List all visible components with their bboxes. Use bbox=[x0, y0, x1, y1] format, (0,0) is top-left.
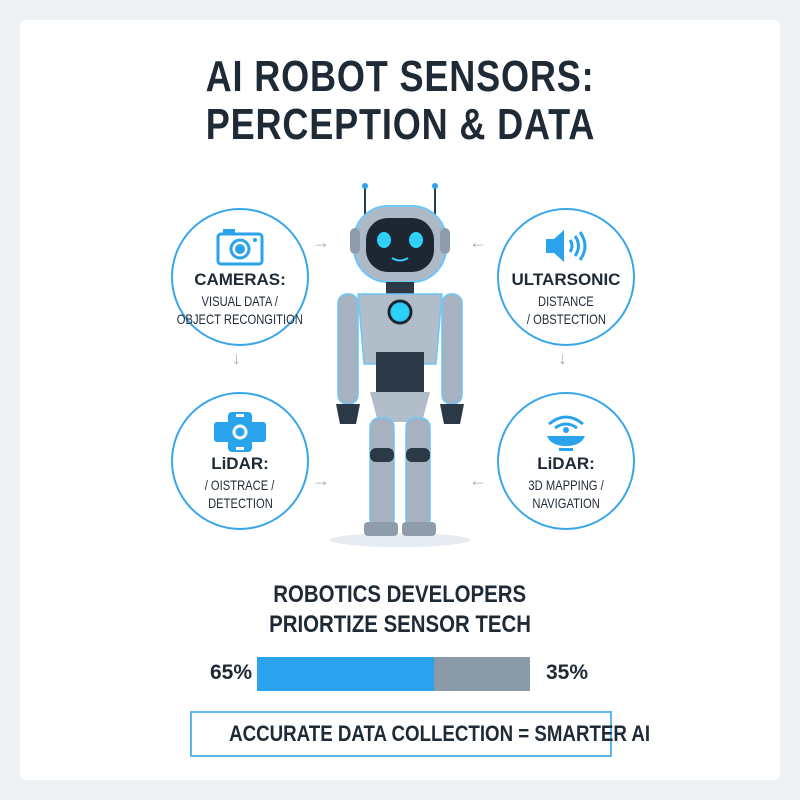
title-line-2: PERCEPTION & DATA bbox=[205, 100, 595, 149]
right-percentage: 35% bbox=[546, 661, 589, 684]
left-percentage: 65% bbox=[210, 661, 253, 684]
arrow-right-icon: → bbox=[312, 232, 330, 252]
title-line-1: AI ROBOT SENSORS: bbox=[205, 52, 595, 101]
lidar-module-icon bbox=[173, 410, 307, 452]
camera-icon bbox=[173, 226, 307, 266]
sensor-ultrasonic: ULTARSONIC DISTANCE / OBSTECTION bbox=[497, 208, 635, 346]
sensor-lidar-mapping: LiDAR: 3D MAPPING / NAVIGATION bbox=[497, 392, 635, 530]
sensor-desc: / OISTRACE / DETECTION bbox=[205, 477, 275, 511]
speaker-icon bbox=[499, 226, 633, 266]
sensor-heading: CAMERAS: bbox=[194, 270, 286, 289]
radar-sensor-icon bbox=[499, 410, 633, 451]
arrow-down-icon: ↓ bbox=[558, 348, 567, 368]
arrow-left-icon: ← bbox=[469, 470, 487, 490]
sensor-heading: LiDAR: bbox=[211, 454, 269, 473]
sensor-cameras: CAMERAS: VISUAL DATA / OBJECT RECONGITION bbox=[171, 208, 309, 346]
sensor-heading: LiDAR: bbox=[537, 454, 595, 473]
stat-title-line-1: ROBOTICS DEVELOPERS bbox=[273, 581, 527, 608]
sensor-desc: DISTANCE / OBSTECTION bbox=[526, 293, 606, 327]
arrow-right-icon: → bbox=[312, 470, 330, 490]
arrow-left-icon: ← bbox=[469, 232, 487, 252]
split-bar bbox=[257, 657, 530, 691]
sensor-desc: 3D MAPPING / NAVIGATION bbox=[528, 477, 604, 511]
split-bar-fill bbox=[257, 657, 435, 691]
sensor-heading: ULTARSONIC bbox=[511, 270, 621, 289]
robot-illustration bbox=[330, 183, 470, 547]
sensor-desc: VISUAL DATA / OBJECT RECONGITION bbox=[176, 293, 304, 327]
sensor-lidar-obstacle: LiDAR: / OISTRACE / DETECTION bbox=[171, 392, 309, 530]
stat-title-line-2: PRIORTIZE SENSOR TECH bbox=[269, 611, 531, 638]
conclusion-banner: ACCURATE DATA COLLECTION = SMARTER AI bbox=[190, 711, 650, 757]
arrow-down-icon: ↓ bbox=[232, 348, 241, 368]
